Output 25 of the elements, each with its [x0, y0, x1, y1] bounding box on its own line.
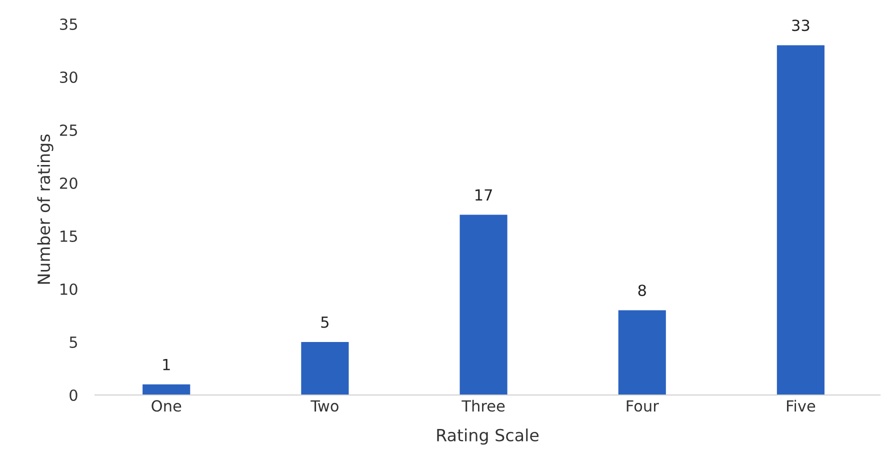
bar: [142, 384, 190, 395]
bar: [460, 214, 508, 395]
y-tick-label: 25: [60, 124, 77, 136]
y-tick-label: 20: [60, 177, 78, 190]
data-label: 17: [475, 189, 492, 201]
y-axis-title: Number of ratings: [37, 134, 54, 284]
data-label: 33: [792, 20, 810, 32]
x-tick-label: Two: [310, 400, 338, 412]
bar: [301, 342, 349, 395]
y-tick-label: 10: [60, 283, 78, 296]
y-tick-label: 0: [70, 389, 78, 402]
data-label: 8: [638, 284, 646, 296]
y-tick-label: 30: [60, 71, 78, 84]
x-tick-label: One: [152, 400, 182, 412]
bar: [618, 310, 666, 395]
data-label: 1: [163, 358, 170, 370]
bar: [776, 45, 824, 395]
x-axis-title: Rating Scale: [437, 428, 539, 445]
x-tick-label: Five: [787, 400, 816, 412]
data-label: 5: [321, 316, 328, 328]
x-tick-label: Three: [462, 400, 505, 412]
y-tick-label: 15: [60, 230, 77, 242]
y-tick-label: 5: [70, 336, 77, 348]
y-tick-label: 35: [60, 18, 77, 30]
x-tick-label: Four: [626, 400, 659, 412]
